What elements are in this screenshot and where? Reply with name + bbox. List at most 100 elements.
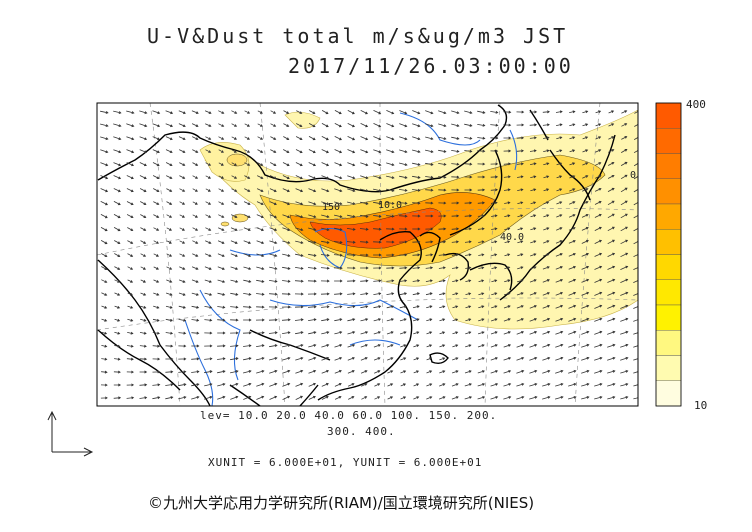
wind-arrow bbox=[633, 384, 638, 387]
wind-arrow bbox=[503, 305, 511, 309]
colorbar-swatch bbox=[655, 355, 682, 381]
wind-arrow bbox=[217, 305, 226, 309]
wind-arrow bbox=[569, 175, 576, 179]
wind-arrow bbox=[166, 188, 173, 192]
colorbar-swatch bbox=[655, 102, 682, 129]
wind-arrow bbox=[399, 149, 408, 154]
wind-arrow bbox=[191, 305, 200, 309]
wind-arrow bbox=[530, 240, 537, 244]
wind-arrow bbox=[529, 343, 538, 348]
wind-arrow bbox=[451, 253, 459, 257]
wind-arrow bbox=[347, 292, 356, 296]
wind-arrow bbox=[477, 175, 486, 179]
wind-arrow bbox=[100, 136, 109, 141]
wind-arrow bbox=[374, 370, 381, 374]
wind-arrow bbox=[568, 278, 577, 283]
wind-arrow bbox=[320, 292, 330, 296]
wind-arrow bbox=[464, 240, 472, 244]
wind-arrow bbox=[452, 318, 459, 322]
wind-arrow bbox=[373, 110, 382, 115]
wind-arrow bbox=[139, 149, 148, 154]
wind-arrow bbox=[347, 123, 356, 128]
wind-arrow bbox=[244, 188, 251, 192]
wind-arrow bbox=[270, 162, 277, 166]
wind-arrow bbox=[114, 292, 121, 296]
wind-arrow bbox=[152, 123, 161, 128]
wind-arrow bbox=[113, 201, 121, 206]
wind-arrow bbox=[100, 240, 108, 245]
wind-arrow bbox=[568, 317, 577, 322]
wind-arrow bbox=[516, 396, 525, 400]
wind-arrow bbox=[607, 226, 615, 232]
wind-arrow bbox=[543, 136, 550, 140]
wind-arrow bbox=[320, 279, 330, 283]
wind-arrow bbox=[127, 279, 134, 283]
wind-arrow bbox=[218, 227, 225, 231]
wind-arrow bbox=[282, 266, 291, 270]
wind-arrow bbox=[633, 254, 638, 258]
wind-arrow bbox=[607, 187, 615, 192]
wind-arrow bbox=[464, 136, 473, 140]
wind-arrow bbox=[100, 175, 109, 180]
wind-arrow bbox=[438, 110, 447, 115]
wind-arrow bbox=[620, 278, 629, 283]
wind-arrow bbox=[608, 149, 615, 153]
wind-arrow bbox=[504, 253, 511, 257]
wind-arrow bbox=[283, 149, 290, 153]
wind-arrow bbox=[477, 162, 486, 166]
wind-arrow bbox=[282, 188, 290, 193]
wind-arrow bbox=[139, 331, 147, 335]
wind-arrow bbox=[594, 200, 602, 205]
wind-arrow bbox=[386, 201, 395, 205]
wind-arrow bbox=[438, 214, 447, 218]
wind-arrow bbox=[321, 188, 330, 193]
wind-arrow bbox=[166, 240, 172, 244]
wind-arrow bbox=[179, 201, 186, 205]
wind-arrow bbox=[490, 318, 498, 322]
wind-arrow bbox=[386, 331, 394, 335]
wind-arrow bbox=[256, 201, 264, 205]
wind-arrow bbox=[386, 110, 395, 115]
wind-arrow bbox=[321, 344, 330, 348]
wind-arrow bbox=[373, 292, 382, 296]
wind-arrow bbox=[412, 162, 421, 166]
wind-arrow bbox=[153, 227, 160, 231]
wind-arrow bbox=[114, 344, 121, 348]
wind-arrow bbox=[166, 279, 173, 283]
wind-arrow bbox=[412, 292, 420, 296]
wind-arrow bbox=[633, 306, 638, 309]
wind-arrow bbox=[243, 395, 252, 400]
wind-arrow bbox=[321, 318, 330, 322]
colorbar-swatch bbox=[655, 380, 682, 407]
wind-arrow bbox=[192, 201, 198, 205]
wind-arrow bbox=[543, 149, 550, 153]
wind-arrow bbox=[321, 214, 330, 218]
wind-arrow bbox=[308, 369, 317, 374]
wind-arrow bbox=[477, 370, 485, 374]
wind-arrow bbox=[529, 110, 538, 114]
wind-arrow bbox=[217, 318, 226, 322]
wind-arrow bbox=[477, 357, 485, 361]
rivers bbox=[184, 112, 518, 406]
wind-arrow bbox=[373, 188, 382, 192]
wind-arrow bbox=[490, 396, 499, 400]
wind-arrow bbox=[491, 214, 498, 218]
wind-arrow bbox=[243, 318, 252, 322]
wind-arrow bbox=[308, 356, 317, 361]
wind-arrow bbox=[269, 175, 277, 179]
wind-arrow bbox=[464, 110, 473, 114]
wind-arrow bbox=[620, 187, 628, 193]
wind-arrow bbox=[308, 214, 317, 219]
wind-arrow bbox=[477, 136, 486, 140]
wind-arrow bbox=[242, 331, 252, 335]
wind-arrow bbox=[100, 188, 109, 193]
wind-arrow bbox=[542, 369, 551, 374]
wind-arrow bbox=[438, 279, 446, 283]
wind-arrow bbox=[582, 123, 589, 127]
wind-arrow bbox=[360, 344, 368, 348]
wind-arrow bbox=[439, 370, 446, 374]
wind-arrow bbox=[295, 382, 304, 387]
wind-arrow bbox=[282, 162, 290, 167]
chart-title: U-V&Dust total m/s&ug/m3 JST bbox=[147, 24, 569, 48]
wind-arrow bbox=[205, 188, 211, 192]
